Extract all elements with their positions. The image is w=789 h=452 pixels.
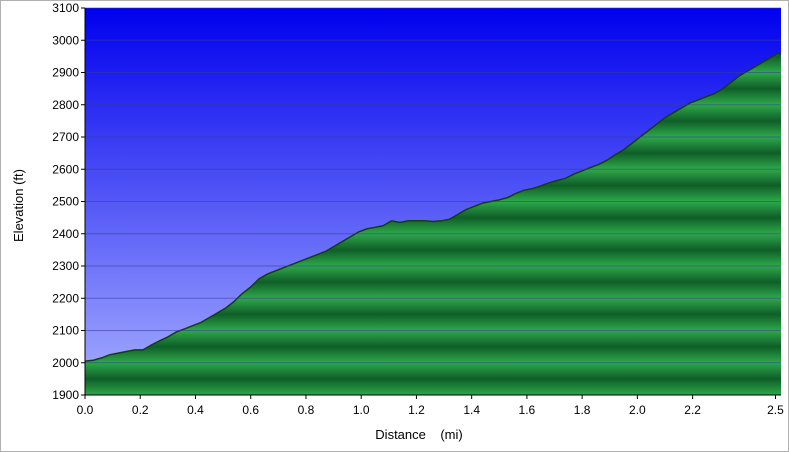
y-axis-label: Elevation (ft) <box>11 169 26 242</box>
y-tick-label: 2400 <box>52 227 79 241</box>
x-tick-label: 0.8 <box>298 403 315 417</box>
y-tick-label: 1900 <box>52 388 79 402</box>
x-tick-label: 0.0 <box>77 403 94 417</box>
x-tick-label: 0.2 <box>132 403 149 417</box>
x-tick-label: 0.4 <box>187 403 204 417</box>
x-tick-label: 1.0 <box>353 403 370 417</box>
elevation-profile-line <box>84 52 782 362</box>
y-tick-label: 2500 <box>52 195 79 209</box>
x-tick-label: 1.2 <box>408 403 425 417</box>
x-tick-label: 2.2 <box>684 403 701 417</box>
x-axis-label: Distance (mi) <box>375 427 462 442</box>
y-tick-label: 2700 <box>52 130 79 144</box>
y-tick-label: 2200 <box>52 291 79 305</box>
x-tick-label: 2.0 <box>629 403 646 417</box>
y-tick-label: 2900 <box>52 66 79 80</box>
y-tick-label: 2100 <box>52 324 79 338</box>
elevation-area <box>85 53 781 395</box>
x-tick-label: 1.8 <box>574 403 591 417</box>
y-axis-ticks: 1900 2000 2100 2200 2300 2400 2500 2600 2700 2800… <box>52 1 85 402</box>
x-axis-ticks: 0.0 0.2 0.4 0.6 0.8 1.0 1.2 1.4 1.6 1.8 2.0 2.2 2.5 <box>77 395 784 417</box>
x-tick-label: 1.6 <box>519 403 536 417</box>
x-tick-label: 0.6 <box>242 403 259 417</box>
y-tick-label: 2800 <box>52 98 79 112</box>
y-tick-label: 2600 <box>52 162 79 176</box>
x-tick-label: 2.5 <box>767 403 784 417</box>
y-tick-label: 2000 <box>52 356 79 370</box>
y-tick-label: 3100 <box>52 1 79 15</box>
y-tick-label: 2300 <box>52 259 79 273</box>
y-tick-label: 3000 <box>52 33 79 47</box>
axes <box>84 8 781 396</box>
grid-lines <box>85 7 781 396</box>
x-tick-label: 1.4 <box>463 403 480 417</box>
